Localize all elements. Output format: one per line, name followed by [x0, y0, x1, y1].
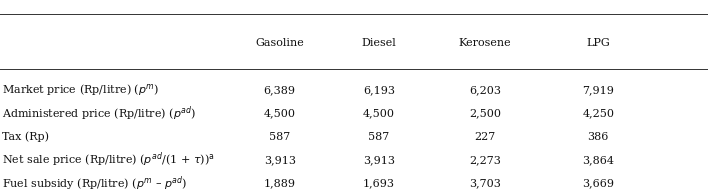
Text: 587: 587 — [368, 132, 389, 142]
Text: 4,500: 4,500 — [263, 108, 296, 119]
Text: LPG: LPG — [586, 38, 610, 48]
Text: 1,693: 1,693 — [362, 178, 395, 188]
Text: 3,864: 3,864 — [582, 155, 615, 165]
Text: Gasoline: Gasoline — [256, 38, 304, 48]
Text: 3,913: 3,913 — [263, 155, 296, 165]
Text: 6,203: 6,203 — [469, 85, 501, 95]
Text: Net sale price (Rp/litre) ($p^{ad}$/(1 + $\tau$))$^{\mathrm{a}}$: Net sale price (Rp/litre) ($p^{ad}$/(1 +… — [2, 151, 215, 169]
Text: 4,250: 4,250 — [582, 108, 615, 119]
Text: Administered price (Rp/litre) ($p^{ad}$): Administered price (Rp/litre) ($p^{ad}$) — [2, 104, 196, 123]
Text: 6,193: 6,193 — [362, 85, 395, 95]
Text: 6,389: 6,389 — [263, 85, 296, 95]
Text: Tax (Rp): Tax (Rp) — [2, 132, 49, 142]
Text: 3,703: 3,703 — [469, 178, 501, 188]
Text: 2,500: 2,500 — [469, 108, 501, 119]
Text: 4,500: 4,500 — [362, 108, 395, 119]
Text: 1,889: 1,889 — [263, 178, 296, 188]
Text: 3,913: 3,913 — [362, 155, 395, 165]
Text: 227: 227 — [474, 132, 496, 142]
Text: 3,669: 3,669 — [582, 178, 615, 188]
Text: Diesel: Diesel — [361, 38, 396, 48]
Text: 2,273: 2,273 — [469, 155, 501, 165]
Text: Market price (Rp/litre) ($p^{m}$): Market price (Rp/litre) ($p^{m}$) — [2, 82, 159, 98]
Text: 386: 386 — [588, 132, 609, 142]
Text: 587: 587 — [269, 132, 290, 142]
Text: Kerosene: Kerosene — [459, 38, 511, 48]
Text: 7,919: 7,919 — [582, 85, 615, 95]
Text: Fuel subsidy (Rp/litre) ($p^{m}$ – $p^{ad}$): Fuel subsidy (Rp/litre) ($p^{m}$ – $p^{a… — [2, 174, 188, 193]
